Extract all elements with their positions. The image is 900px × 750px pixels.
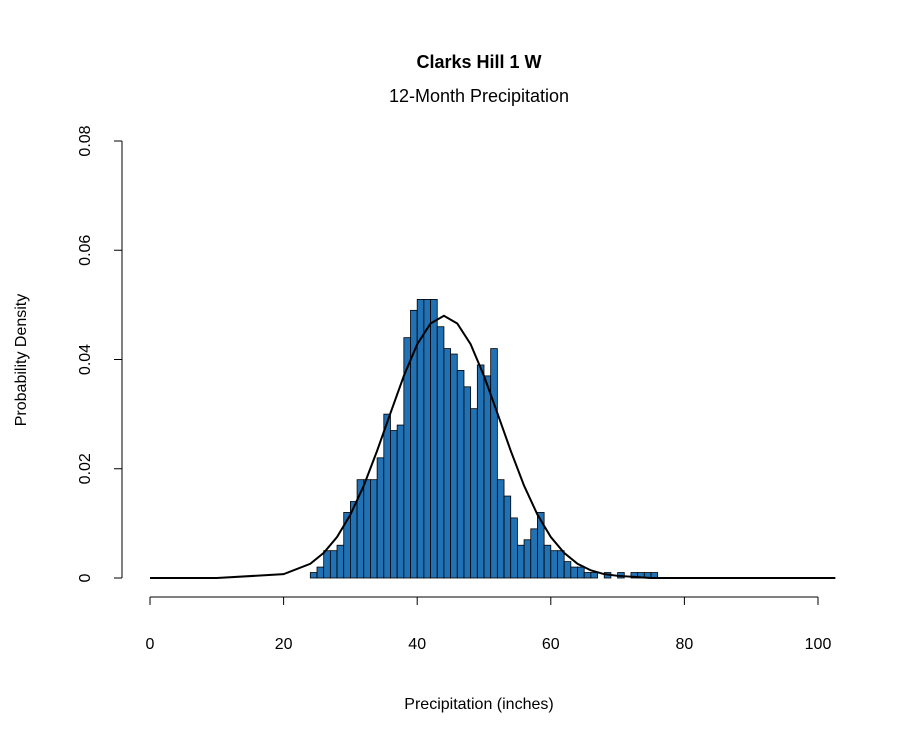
y-tick-label: 0.02 [77,453,94,484]
bar [323,550,331,579]
bar [370,479,378,579]
bar [316,566,325,579]
bar [590,572,598,579]
x-tick-label: 100 [805,636,832,653]
density-curve [150,314,836,579]
x-tick-label: 0 [146,636,155,653]
y-tick-label: 0.04 [77,344,94,375]
bar [563,561,572,579]
y-axis-label: Probability Density [13,294,30,427]
bar [396,424,405,579]
x-tick-label: 40 [408,636,426,653]
bar [309,572,318,579]
bar [436,326,445,579]
y-tick-label: 0.08 [77,125,94,156]
bar [543,544,552,579]
bar [476,364,485,579]
chart-title: Clarks Hill 1 W [416,52,541,72]
y-tick-label: 0 [77,573,94,582]
x-tick-label: 80 [676,636,694,653]
bar [363,479,371,579]
bar [490,348,498,579]
chart-subtitle: 12-Month Precipitation [389,86,569,106]
bar [583,572,592,579]
bar [450,353,458,579]
bar [483,375,492,579]
bar [510,517,518,579]
x-tick-label: 60 [542,636,560,653]
bar [430,299,438,579]
bar [456,370,465,579]
bar [517,544,525,579]
bar [550,550,558,579]
bar [443,348,452,579]
bar [570,566,578,579]
y-tick-label: 0.06 [77,235,94,266]
x-tick-label: 20 [275,636,293,653]
bar [329,550,338,579]
x-axis-label: Precipitation (inches) [404,696,553,713]
bar [463,386,472,579]
bar [557,550,565,579]
bar [376,457,385,579]
bar [503,495,512,579]
bar [423,299,431,579]
bar [383,413,391,579]
bar [496,479,505,579]
bar [470,408,478,579]
bar [390,430,398,579]
bar [336,544,345,579]
bar [577,566,585,579]
bar [523,539,532,579]
bar [530,528,538,579]
